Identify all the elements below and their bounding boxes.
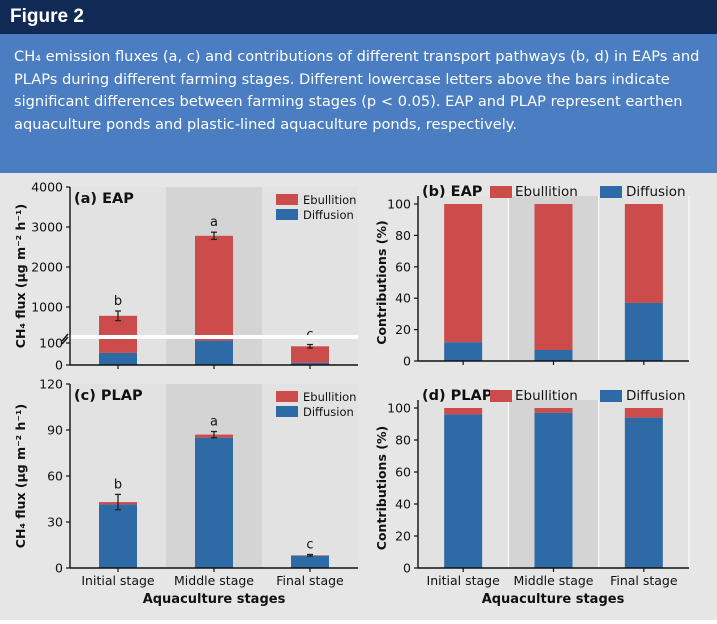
x-tick-label-d-1: Initial stage xyxy=(427,573,501,588)
axis-break-gap-a xyxy=(64,335,358,339)
y-tick-label-a-2: 1000 xyxy=(31,300,63,315)
bar-ebullition-a-2 xyxy=(195,235,233,341)
figure-caption: CH₄ emission fluxes (a, c) and contribut… xyxy=(0,34,717,173)
legend-swatch-ebullition-d xyxy=(490,390,512,402)
y-tick-label-b-3: 60 xyxy=(395,259,411,274)
y-axis-label-d: Contributions (%) xyxy=(374,426,389,550)
bar-ebullition-b-3 xyxy=(624,204,663,303)
x-tick-label-c-1: Initial stage xyxy=(81,573,155,588)
y-axis-label-c: CH₄ flux (μg m⁻² h⁻¹) xyxy=(13,404,28,548)
y-axis-label-b: Contributions (%) xyxy=(374,220,389,344)
legend-swatch-diffusion-d xyxy=(600,390,622,402)
x-tick-label-d-3: Final stage xyxy=(610,573,678,588)
legend-swatch-diffusion-b xyxy=(600,186,622,198)
bar-diffusion-b-3 xyxy=(624,302,663,361)
legend-swatch-diffusion-a xyxy=(276,209,298,220)
x-axis-title-right: Aquaculture stages xyxy=(482,592,625,607)
legend-label-ebullition-d: Ebullition xyxy=(515,388,578,404)
y-tick-label-c-1: 30 xyxy=(47,515,63,530)
bar-ebullition-b-1 xyxy=(444,204,483,343)
y-tick-label-c-3: 90 xyxy=(47,423,63,438)
figure-panels: bac01001000200030004000CH₄ flux (μg m⁻² … xyxy=(0,173,717,620)
y-tick-label-a-3: 2000 xyxy=(31,260,63,275)
figure-svg: bac01001000200030004000CH₄ flux (μg m⁻² … xyxy=(13,180,690,607)
legend-label-ebullition-c: Ebullition xyxy=(303,390,356,404)
bar-diffusion-c-2 xyxy=(195,437,233,568)
bar-diffusion-c-3 xyxy=(291,555,329,568)
legend-label-diffusion-c: Diffusion xyxy=(303,405,354,419)
bar-ebullition-d-1 xyxy=(444,408,483,415)
x-tick-label-c-3: Final stage xyxy=(276,573,344,588)
panel-title-c: (c) PLAP xyxy=(74,388,143,404)
bar-ebullition-a-3 xyxy=(291,346,329,363)
axis-break-mark-a-1 xyxy=(61,333,69,342)
sig-letter-c-3: c xyxy=(306,538,313,553)
legend-swatch-diffusion-c xyxy=(276,406,298,417)
y-tick-label-a-0: 0 xyxy=(55,358,63,373)
y-tick-label-d-4: 80 xyxy=(395,433,411,448)
sig-letter-c-1: b xyxy=(114,477,122,492)
y-tick-label-c-4: 120 xyxy=(39,377,63,392)
legend-label-diffusion-d: Diffusion xyxy=(626,388,686,404)
legend-label-diffusion-a: Diffusion xyxy=(303,208,354,222)
bar-ebullition-a-1 xyxy=(99,315,137,353)
legend-label-ebullition-a: Ebullition xyxy=(303,193,356,207)
sig-letter-a-1: b xyxy=(114,294,122,309)
y-tick-label-a-1: 100 xyxy=(39,336,63,351)
y-tick-label-a-4: 3000 xyxy=(31,220,63,235)
x-tick-label-c-2: Middle stage xyxy=(174,573,254,588)
axis-break-mark-a-2 xyxy=(61,336,69,345)
legend-swatch-ebullition-a xyxy=(276,194,298,205)
bar-diffusion-a-2 xyxy=(195,340,233,365)
bar-ebullition-b-2 xyxy=(534,204,573,351)
y-tick-label-d-3: 60 xyxy=(395,465,411,480)
bar-diffusion-d-1 xyxy=(444,414,483,568)
legend-label-ebullition-b: Ebullition xyxy=(515,184,578,200)
legend-label-diffusion-b: Diffusion xyxy=(626,184,686,200)
x-axis-title-left: Aquaculture stages xyxy=(143,592,286,607)
y-tick-label-d-1: 20 xyxy=(395,529,411,544)
bar-diffusion-c-1 xyxy=(99,504,137,568)
bar-ebullition-d-2 xyxy=(534,408,573,413)
bar-diffusion-a-3 xyxy=(291,362,329,365)
y-axis-label-a: CH₄ flux (μg m⁻² h⁻¹) xyxy=(13,204,28,348)
panel-title-d: (d) PLAP xyxy=(422,388,493,404)
bar-ebullition-d-3 xyxy=(624,408,663,418)
legend-swatch-ebullition-c xyxy=(276,391,298,402)
y-tick-label-a-5: 4000 xyxy=(31,180,63,195)
bar-diffusion-a-1 xyxy=(99,352,137,365)
y-tick-label-b-4: 80 xyxy=(395,228,411,243)
legend-swatch-ebullition-b xyxy=(490,186,512,198)
sig-letter-a-2: a xyxy=(210,215,218,230)
bar-diffusion-b-2 xyxy=(534,350,573,361)
figure-title: Figure 2 xyxy=(0,0,717,34)
y-tick-label-b-1: 20 xyxy=(395,322,411,337)
sig-letter-c-2: a xyxy=(210,415,218,430)
y-tick-label-b-2: 40 xyxy=(395,291,411,306)
panel-title-b: (b) EAP xyxy=(422,184,483,200)
y-tick-label-c-2: 60 xyxy=(47,469,63,484)
y-tick-label-d-5: 100 xyxy=(387,401,411,416)
y-tick-label-d-0: 0 xyxy=(403,561,411,576)
x-tick-label-d-2: Middle stage xyxy=(514,573,594,588)
bar-diffusion-b-1 xyxy=(444,342,483,361)
y-tick-label-d-2: 40 xyxy=(395,497,411,512)
bar-diffusion-d-2 xyxy=(534,412,573,568)
bar-diffusion-d-3 xyxy=(624,417,663,568)
y-tick-label-b-5: 100 xyxy=(387,197,411,212)
y-tick-label-b-0: 0 xyxy=(403,354,411,369)
panel-title-a: (a) EAP xyxy=(74,191,134,207)
y-tick-label-c-0: 0 xyxy=(55,561,63,576)
